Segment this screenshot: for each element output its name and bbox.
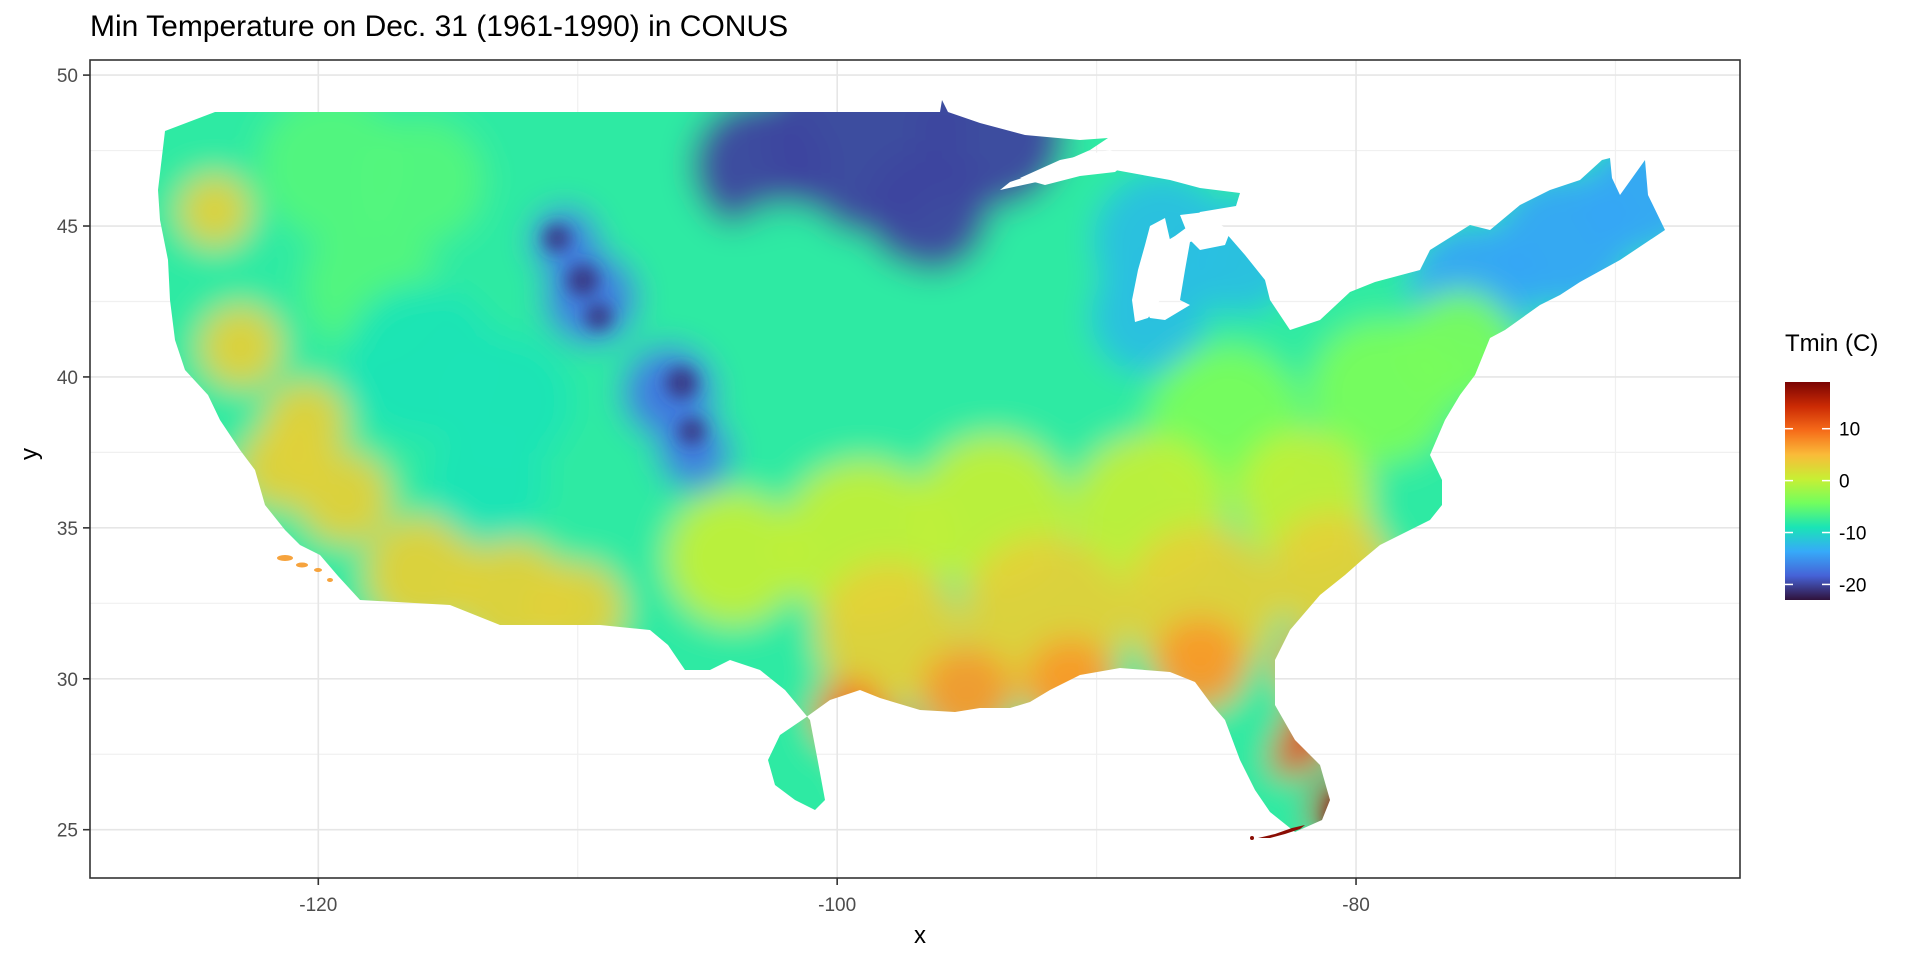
temperature-cell [263,380,347,464]
legend-gradient-bar [1785,382,1830,600]
channel-islands [277,555,333,582]
x-axis-label: x [914,922,926,949]
temperature-cell [585,303,612,330]
temperature-cell [544,225,570,252]
y-axis-label: y [16,448,43,460]
legend-colorbar: 10 0 -10 -20 [1785,382,1866,600]
temperature-cell [1270,736,1312,779]
x-axis: -120 -100 -80 [299,878,1370,916]
y-tick-label: 30 [57,670,78,691]
legend-tick-label: 10 [1839,420,1860,441]
y-tick-label: 35 [57,519,78,540]
legend-tick-label: -20 [1839,575,1866,596]
y-tick-label: 45 [57,217,78,238]
y-tick-label: 50 [57,66,78,87]
plot-border [89,59,1741,879]
temperature-cell [816,560,962,707]
temperature-cell [544,251,638,346]
color-legend: Tmin (C) 10 0 -10 -20 [1785,330,1905,611]
temperature-cell [427,422,547,543]
legend-tick-label: 0 [1839,472,1850,493]
temperature-cell [665,367,698,399]
lake-superior [1020,150,1130,185]
y-tick-label: 25 [57,821,78,842]
temperature-cell [665,490,801,626]
temperature-cell [865,148,991,274]
temperature-cell [691,100,827,234]
temperature-cell [178,174,251,248]
x-tick-label: -120 [299,895,337,916]
temperature-cell [365,516,480,631]
temperature-cell [717,203,853,339]
y-tick-label: 40 [57,368,78,389]
lake-huron [1180,212,1230,250]
x-tick-label: -80 [1342,895,1369,916]
temperature-cell [658,416,731,489]
chart-title: Min Temperature on Dec. 31 (1961-1990) i… [90,10,789,43]
legend-title: Tmin (C) [1785,330,1879,357]
lake-michigan [1132,218,1170,322]
legend-tick-label: -10 [1839,524,1866,545]
great-lakes [1020,150,1230,322]
temperature-cell [621,345,716,439]
temperature-cell [359,118,485,244]
florida-keys [1250,825,1305,840]
temperature-cell [297,450,391,545]
x-tick-label: -100 [818,895,856,916]
temperature-cell [567,264,599,296]
y-axis: 25 30 35 40 45 50 [57,66,90,842]
temperature-cell [198,305,282,389]
temperature-cell [678,418,705,445]
